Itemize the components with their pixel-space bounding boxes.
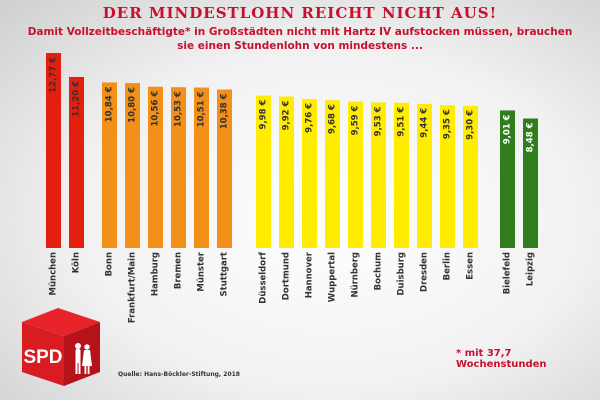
category-label-18: Bielefeld	[503, 252, 513, 294]
category-label-6: Münster	[197, 251, 207, 291]
category-label-7: Stuttgart	[220, 252, 230, 296]
value-label-19: 8,48 €	[526, 122, 536, 152]
couple-silhouette-icon	[75, 343, 92, 374]
value-label-12: 9,59 €	[351, 105, 361, 135]
value-label-3: 10,80 €	[128, 87, 138, 123]
logo-text: SPD	[23, 347, 62, 368]
value-label-6: 10,51 €	[197, 91, 207, 127]
value-label-16: 9,35 €	[443, 109, 453, 139]
bar-3	[125, 83, 140, 249]
value-label-5: 10,53 €	[174, 91, 184, 127]
category-label-9: Dortmund	[282, 252, 292, 300]
spd-logo: SPD	[22, 308, 100, 386]
category-label-16: Berlin	[443, 252, 453, 280]
value-label-0: 12,77 €	[49, 57, 59, 93]
value-label-2: 10,84 €	[105, 86, 115, 122]
value-label-7: 10,38 €	[220, 93, 230, 129]
bar-9	[279, 96, 294, 249]
footnote: * mit 37,7 Wochenstunden	[456, 348, 547, 370]
bar-13	[371, 102, 386, 248]
value-label-13: 9,53 €	[374, 106, 384, 136]
category-label-0: München	[49, 252, 59, 295]
bar-16	[440, 105, 455, 248]
chart-title: DER MINDESTLOHN REICHT NICHT AUS!	[102, 4, 498, 22]
category-label-14: Duisburg	[397, 252, 407, 296]
category-label-2: Bonn	[105, 252, 115, 276]
value-label-17: 9,30 €	[466, 110, 476, 140]
value-label-14: 9,51 €	[397, 107, 407, 137]
category-label-5: Bremen	[174, 252, 184, 289]
bar-12	[348, 101, 363, 249]
value-label-15: 9,44 €	[420, 108, 430, 138]
value-label-8: 9,98 €	[259, 100, 269, 130]
value-label-18: 9,01 €	[503, 114, 513, 144]
value-label-10: 9,76 €	[305, 103, 315, 133]
chart-subtitle: Damit Vollzeitbeschäftigte* in Großstädt…	[27, 26, 573, 52]
value-label-11: 9,68 €	[328, 104, 338, 134]
value-label-9: 9,92 €	[282, 100, 292, 130]
bar-11	[325, 100, 340, 248]
bar-19	[523, 118, 538, 248]
bar-14	[394, 102, 409, 249]
source-note: Quelle: Hans-Böckler-Stiftung, 2018	[118, 371, 240, 378]
category-label-8: Düsseldorf	[259, 252, 269, 304]
bar-17	[463, 105, 478, 248]
category-label-15: Dresden	[420, 252, 430, 292]
bar-2	[102, 82, 117, 248]
bar-6	[194, 87, 209, 248]
category-label-12: Nürnberg	[351, 252, 361, 298]
category-label-10: Hannover	[305, 251, 315, 298]
bar-15	[417, 103, 432, 249]
category-label-3: Frankfurt/Main	[128, 252, 138, 323]
category-label-13: Bochum	[374, 252, 384, 290]
bar-7	[217, 89, 232, 248]
bar-4	[148, 86, 163, 248]
value-label-4: 10,56 €	[151, 91, 161, 127]
bar-18	[500, 110, 515, 248]
category-label-17: Essen	[466, 252, 476, 280]
bar-10	[302, 98, 317, 248]
bar-0	[46, 53, 61, 248]
category-label-11: Wuppertal	[328, 252, 338, 302]
category-label-4: Hamburg	[151, 252, 161, 296]
bar-5	[171, 87, 186, 248]
bar-8	[256, 95, 271, 248]
category-label-1: Köln	[72, 252, 82, 273]
value-label-1: 11,20 €	[72, 81, 82, 117]
bar-1	[69, 76, 84, 249]
category-label-19: Leipzig	[526, 252, 536, 286]
